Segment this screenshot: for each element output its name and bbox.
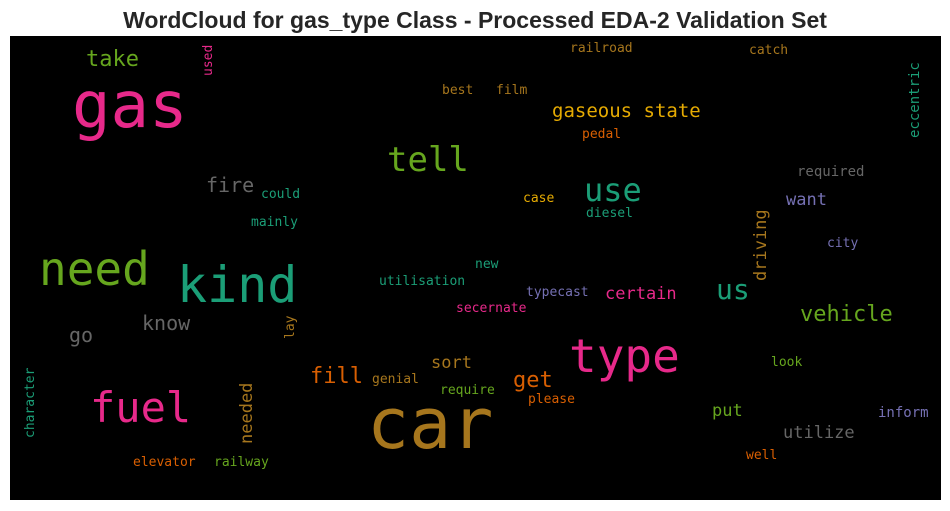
word-utilisation: utilisation (379, 274, 466, 289)
word-gas: gas (72, 69, 188, 143)
chart-title: WordCloud for gas_type Class - Processed… (123, 7, 827, 33)
word-used: used (201, 44, 216, 76)
word-fuel: fuel (90, 383, 192, 432)
word-take: take (86, 47, 139, 72)
word-get: get (513, 368, 553, 393)
word-look: look (771, 355, 803, 370)
word-city: city (827, 236, 859, 251)
wordcloud-canvas: car gas kind need type fuel tell use us vehicle ga… (10, 36, 941, 500)
word-diesel: diesel (586, 206, 633, 221)
word-type: type (569, 329, 680, 383)
word-genial: genial (372, 372, 419, 387)
word-fire: fire (206, 173, 255, 197)
word-railroad: railroad (570, 41, 633, 56)
word-driving: driving (751, 209, 771, 281)
word-case: case (523, 191, 555, 206)
word-could: could (261, 187, 301, 202)
word-use: use (584, 171, 642, 209)
word-vehicle: vehicle (800, 302, 893, 327)
word-gaseous-state: gaseous state (552, 100, 701, 122)
word-elevator: elevator (133, 455, 196, 470)
word-secernate: secernate (456, 301, 527, 316)
word-fill: fill (310, 364, 363, 389)
word-require: require (440, 383, 495, 398)
word-know: know (142, 311, 191, 335)
word-mainly: mainly (251, 215, 298, 230)
word-utilize: utilize (783, 423, 855, 443)
word-sort: sort (431, 353, 472, 373)
word-want: want (786, 190, 827, 210)
word-typecast: typecast (526, 285, 589, 300)
word-film: film (496, 83, 528, 98)
word-us: us (716, 273, 750, 306)
word-go: go (69, 323, 94, 347)
word-tell: tell (387, 140, 469, 180)
word-put: put (712, 401, 743, 421)
word-best: best (442, 83, 474, 98)
word-lay: lay (283, 315, 298, 339)
word-need: need (39, 242, 150, 296)
word-required: required (797, 164, 865, 180)
word-please: please (528, 392, 575, 407)
word-pedal: pedal (582, 127, 622, 142)
word-eccentric: eccentric (907, 62, 923, 138)
word-car: car (367, 383, 494, 465)
word-well: well (746, 448, 778, 463)
word-certain: certain (605, 284, 677, 304)
word-needed: needed (237, 382, 257, 444)
word-character: character (23, 367, 38, 438)
word-catch: catch (749, 43, 789, 58)
word-inform: inform (878, 405, 929, 421)
word-kind: kind (177, 256, 298, 314)
word-new: new (475, 257, 499, 272)
word-railway: railway (214, 455, 269, 470)
